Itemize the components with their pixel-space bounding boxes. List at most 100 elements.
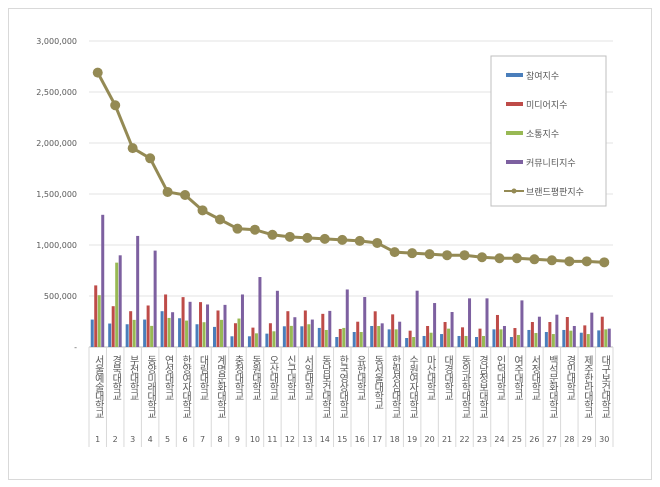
bar-2-4 xyxy=(167,317,171,347)
bar-1-25 xyxy=(530,322,534,347)
rank-label: 17 xyxy=(372,435,382,444)
bar-3-0 xyxy=(101,214,105,347)
legend-label: 커뮤니티지수 xyxy=(526,158,576,169)
brand-index-point-5 xyxy=(180,190,191,201)
bar-0-8 xyxy=(230,336,234,347)
bar-2-17 xyxy=(394,329,398,347)
bar-0-25 xyxy=(527,329,531,347)
category-label: 신구대학교 xyxy=(284,355,296,400)
bar-0-13 xyxy=(317,327,321,347)
bar-2-27 xyxy=(569,330,573,347)
rank-label: 9 xyxy=(235,435,240,444)
category-label: 대림대학교 xyxy=(197,355,209,400)
bar-3-13 xyxy=(328,310,332,347)
bar-3-19 xyxy=(433,303,437,347)
rank-label: 2 xyxy=(113,435,118,444)
bar-0-16 xyxy=(370,325,374,347)
brand-index-point-28 xyxy=(581,256,592,267)
bar-1-10 xyxy=(268,323,272,347)
rank-label: 19 xyxy=(407,435,417,444)
brand-index-point-24 xyxy=(511,253,522,264)
rank-label: 21 xyxy=(442,435,452,444)
category-label: 경북대학교 xyxy=(110,354,122,400)
bar-3-14 xyxy=(345,289,349,347)
bar-1-24 xyxy=(513,328,517,347)
bar-0-6 xyxy=(195,324,199,347)
legend-swatch-1 xyxy=(506,102,523,106)
category-label: 경민대학교 xyxy=(564,354,576,400)
brand-index-point-29 xyxy=(599,257,610,268)
brand-index-point-16 xyxy=(372,237,383,248)
category-label: 한국영상대학교 xyxy=(337,355,349,418)
bar-1-19 xyxy=(426,325,430,347)
bar-3-22 xyxy=(485,298,489,347)
bar-0-24 xyxy=(509,337,513,347)
bar-3-23 xyxy=(502,325,506,347)
bar-2-11 xyxy=(289,325,293,347)
brand-index-point-15 xyxy=(354,235,365,246)
bar-0-27 xyxy=(562,329,566,347)
bar-2-6 xyxy=(202,322,206,347)
bar-0-28 xyxy=(579,332,583,347)
brand-index-point-11 xyxy=(284,231,295,242)
rank-label: 15 xyxy=(337,435,347,444)
category-label: 오산대학교 xyxy=(267,355,279,400)
bar-1-22 xyxy=(478,328,482,347)
bar-0-19 xyxy=(422,335,426,347)
rank-label: 25 xyxy=(512,435,522,444)
category-label: 수원여자대학교 xyxy=(407,355,419,418)
bar-3-25 xyxy=(537,316,541,347)
bar-0-10 xyxy=(265,333,269,347)
category-label: 동서울대학교 xyxy=(372,355,384,409)
category-label: 여주대학교 xyxy=(511,355,523,400)
bar-1-26 xyxy=(548,322,552,347)
brand-index-point-12 xyxy=(302,232,313,243)
bar-3-1 xyxy=(118,255,122,347)
bar-3-26 xyxy=(555,314,559,347)
bar-0-18 xyxy=(405,338,409,347)
rank-label: 7 xyxy=(200,435,205,444)
category-label: 대경대학교 xyxy=(442,355,454,400)
bar-2-22 xyxy=(482,335,485,347)
rank-label: 13 xyxy=(302,435,312,444)
legend-label: 미디어지수 xyxy=(526,100,567,111)
brand-index-point-17 xyxy=(389,247,400,258)
rank-label: 30 xyxy=(599,435,609,444)
bar-1-17 xyxy=(391,314,395,347)
bar-1-2 xyxy=(129,311,133,347)
bar-2-29 xyxy=(604,329,608,347)
brand-index-point-4 xyxy=(162,186,173,197)
category-label: 한양여자대학교 xyxy=(180,355,192,418)
bar-1-6 xyxy=(199,302,203,347)
bar-0-15 xyxy=(352,332,356,347)
brand-index-point-13 xyxy=(319,233,330,244)
bar-3-4 xyxy=(171,312,175,347)
category-label: 동원대학교 xyxy=(249,355,261,400)
bar-3-7 xyxy=(223,304,227,347)
bar-1-18 xyxy=(408,330,412,347)
bar-1-9 xyxy=(251,327,255,347)
rank-label: 18 xyxy=(390,435,400,444)
bar-0-11 xyxy=(282,326,286,347)
rank-label: 20 xyxy=(425,435,435,444)
category-label: 서울예술대학교 xyxy=(92,355,104,418)
category-label: 충청대학교 xyxy=(232,355,244,400)
bar-0-7 xyxy=(213,326,216,347)
bar-3-2 xyxy=(136,235,140,347)
category-label: 마산대학교 xyxy=(424,355,436,400)
category-label: 서정대학교 xyxy=(529,355,541,400)
bar-1-20 xyxy=(443,322,447,347)
brand-index-point-23 xyxy=(494,253,505,264)
legend-label: 소통지수 xyxy=(526,129,559,140)
bar-0-12 xyxy=(300,326,304,347)
bar-2-26 xyxy=(551,334,555,347)
brand-index-point-25 xyxy=(529,254,540,265)
bar-1-29 xyxy=(600,316,604,347)
category-label: 백석문화대학교 xyxy=(546,355,558,418)
bar-0-9 xyxy=(247,336,251,347)
bar-1-23 xyxy=(495,314,499,347)
bar-0-23 xyxy=(492,329,496,347)
bar-1-1 xyxy=(111,306,115,347)
brand-index-point-9 xyxy=(249,224,260,235)
bar-3-11 xyxy=(293,317,297,347)
